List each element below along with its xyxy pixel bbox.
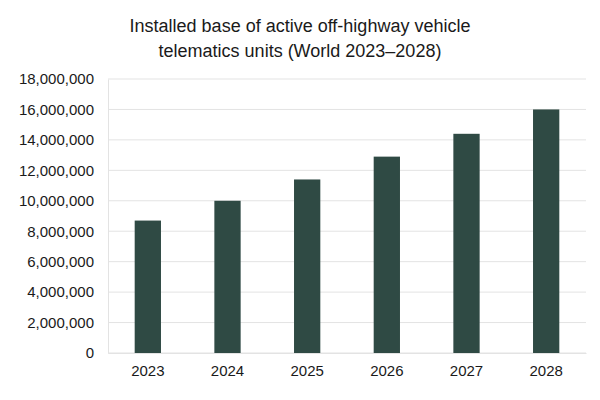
chart-title-line: Installed base of active off-highway veh…	[130, 16, 471, 36]
y-tick: 18,000,000	[19, 70, 108, 87]
x-tick: 2023	[131, 353, 164, 379]
y-tick-label: 16,000,000	[19, 101, 94, 118]
y-tick: 8,000,000	[27, 223, 108, 240]
x-axis: 2023 2024 2025 2026 2027 2028	[109, 353, 587, 379]
y-tick: 0	[86, 344, 108, 361]
y-tick: 16,000,000	[19, 101, 108, 118]
x-tick-label: 2028	[529, 362, 562, 379]
grid-line	[108, 109, 586, 110]
y-tick-label: 6,000,000	[27, 253, 94, 270]
grid-line	[108, 231, 586, 232]
x-tick-label: 2024	[211, 362, 244, 379]
x-tick: 2027	[450, 353, 483, 379]
chart: Installed base of active off-highway veh…	[0, 0, 600, 400]
y-tick-label: 14,000,000	[19, 131, 94, 148]
y-tick-label: 12,000,000	[19, 162, 94, 179]
y-tick: 14,000,000	[19, 131, 108, 148]
y-tick-label: 10,000,000	[19, 192, 94, 209]
y-tick: 12,000,000	[19, 162, 108, 179]
x-tick: 2026	[370, 353, 403, 379]
grid-line	[108, 139, 586, 140]
bar	[453, 134, 479, 353]
bar	[135, 221, 161, 353]
grid	[108, 79, 586, 353]
grid-line	[108, 170, 586, 171]
x-tick-label: 2023	[131, 362, 164, 379]
y-tick: 10,000,000	[19, 192, 108, 209]
bars	[135, 109, 560, 353]
y-tick-label: 4,000,000	[27, 283, 94, 300]
y-axis: 0 2,000,000 4,000,000 6,000,000 8,000,000 10,…	[19, 70, 109, 361]
bar	[374, 157, 400, 353]
grid-line	[108, 353, 586, 354]
x-tick: 2028	[529, 353, 562, 379]
grid-line	[108, 261, 586, 262]
y-tick-label: 18,000,000	[19, 70, 94, 87]
x-tick-label: 2027	[450, 362, 483, 379]
y-tick-label: 2,000,000	[27, 314, 94, 331]
grid-line	[108, 79, 586, 80]
grid-line	[108, 292, 586, 293]
x-tick-label: 2025	[290, 362, 323, 379]
chart-title-line: telematics units (World 2023–2028)	[159, 41, 442, 61]
y-tick: 4,000,000	[27, 283, 108, 300]
bar	[214, 201, 240, 353]
bar	[533, 109, 559, 353]
chart-title: Installed base of active off-highway veh…	[130, 16, 471, 61]
bar	[294, 179, 320, 353]
y-tick-label: 0	[86, 344, 94, 361]
y-tick: 2,000,000	[27, 314, 108, 331]
x-tick-label: 2026	[370, 362, 403, 379]
x-tick: 2024	[211, 353, 244, 379]
grid-line	[108, 322, 586, 323]
x-axis-line	[109, 353, 587, 354]
x-tick: 2025	[290, 353, 323, 379]
y-tick-label: 8,000,000	[27, 223, 94, 240]
y-axis-line	[108, 80, 109, 354]
grid-line	[108, 200, 586, 201]
y-tick: 6,000,000	[27, 253, 108, 270]
